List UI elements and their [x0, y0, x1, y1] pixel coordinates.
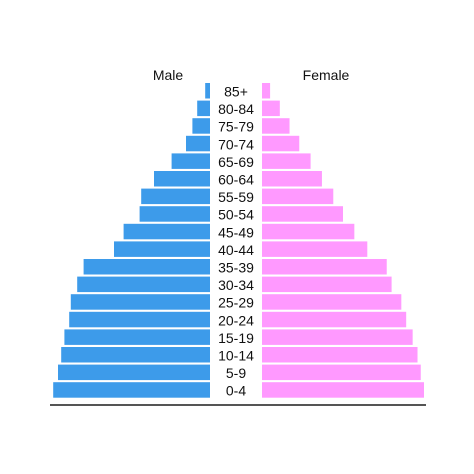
- male-bar-40-44: [114, 241, 210, 257]
- male-bar-50-54: [139, 206, 210, 222]
- male-bar-60-64: [154, 171, 210, 187]
- male-bar-5-9: [58, 364, 210, 381]
- female-bar-45-49: [262, 223, 355, 240]
- age-label-65-69: 65-69: [218, 154, 254, 170]
- age-label-55-59: 55-59: [218, 189, 254, 205]
- legend-male-label: Male: [153, 67, 184, 83]
- age-label-50-54: 50-54: [218, 207, 254, 223]
- female-bar-25-29: [262, 294, 402, 310]
- male-bar-15-19: [64, 329, 211, 345]
- male-bar-80-84: [197, 100, 210, 117]
- bars-group: [53, 83, 424, 398]
- age-label-35-39: 35-39: [218, 260, 254, 276]
- female-bar-60-64: [262, 171, 322, 187]
- age-label-5-9: 5-9: [226, 365, 246, 381]
- age-label-25-29: 25-29: [218, 295, 254, 311]
- female-bar-75-79: [262, 118, 290, 134]
- female-bar-55-59: [262, 188, 334, 205]
- female-bar-70-74: [262, 135, 300, 152]
- male-bar-70-74: [186, 135, 210, 152]
- age-label-85+: 85+: [224, 84, 248, 100]
- age-label-30-34: 30-34: [218, 277, 254, 293]
- male-bar-25-29: [70, 294, 210, 310]
- age-label-10-14: 10-14: [218, 348, 254, 364]
- male-bar-75-79: [192, 118, 210, 134]
- female-bar-5-9: [262, 364, 421, 381]
- age-label-60-64: 60-64: [218, 172, 254, 188]
- age-label-15-19: 15-19: [218, 330, 254, 346]
- male-bar-55-59: [141, 188, 210, 205]
- male-bar-45-49: [123, 223, 210, 240]
- female-bar-40-44: [262, 241, 368, 257]
- age-label-75-79: 75-79: [218, 119, 254, 135]
- female-bar-10-14: [262, 347, 418, 363]
- male-bar-20-24: [69, 311, 210, 328]
- male-bar-35-39: [83, 259, 210, 275]
- female-bar-20-24: [262, 311, 407, 328]
- female-bar-80-84: [262, 100, 280, 117]
- male-bar-30-34: [77, 276, 210, 293]
- age-label-20-24: 20-24: [218, 312, 254, 328]
- female-bar-35-39: [262, 259, 387, 275]
- female-bar-50-54: [262, 206, 343, 222]
- age-label-70-74: 70-74: [218, 136, 254, 152]
- female-bar-65-69: [262, 153, 311, 169]
- female-bar-85+: [262, 83, 271, 99]
- legend-female-label: Female: [303, 67, 350, 83]
- age-label-40-44: 40-44: [218, 242, 254, 258]
- age-label-0-4: 0-4: [226, 383, 246, 399]
- male-bar-10-14: [61, 347, 211, 363]
- female-bar-30-34: [262, 276, 392, 293]
- female-bar-0-4: [262, 382, 424, 398]
- male-bar-65-69: [171, 153, 210, 169]
- male-bar-0-4: [53, 382, 211, 398]
- male-bar-85+: [205, 83, 210, 99]
- age-label-80-84: 80-84: [218, 101, 254, 117]
- age-label-45-49: 45-49: [218, 224, 254, 240]
- female-bar-15-19: [262, 329, 413, 345]
